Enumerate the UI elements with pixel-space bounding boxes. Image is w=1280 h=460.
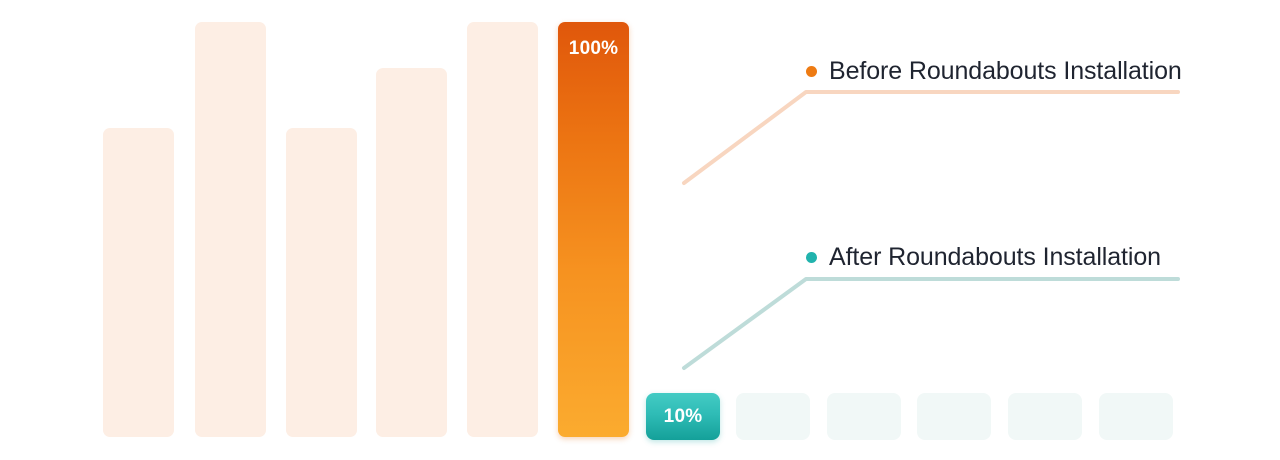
legend-item-after[interactable]: After Roundabouts Installation <box>806 243 1161 272</box>
bar-muted[interactable] <box>195 22 266 437</box>
chip-highlighted[interactable]: 10% <box>646 393 720 440</box>
chip-muted[interactable] <box>827 393 901 440</box>
bar-muted[interactable] <box>376 68 447 437</box>
chip-muted[interactable] <box>917 393 991 440</box>
legend-item-before[interactable]: Before Roundabouts Installation <box>806 57 1182 86</box>
bar-muted[interactable] <box>103 128 174 437</box>
connector-line-before <box>682 90 1180 185</box>
legend-label-before: Before Roundabouts Installation <box>829 57 1182 85</box>
bar-value-label: 100% <box>568 38 619 59</box>
chip-value-label: 10% <box>663 405 703 427</box>
bar-muted[interactable] <box>467 22 538 437</box>
bar-highlighted[interactable]: 100% <box>558 22 629 437</box>
legend-label-after: After Roundabouts Installation <box>829 243 1161 271</box>
chip-muted[interactable] <box>1008 393 1082 440</box>
legend-dot-before-icon <box>806 66 817 77</box>
bar-muted[interactable] <box>286 128 357 437</box>
chip-muted[interactable] <box>736 393 810 440</box>
legend-dot-after-icon <box>806 252 817 263</box>
connector-line-after <box>682 277 1180 370</box>
chip-muted[interactable] <box>1099 393 1173 440</box>
